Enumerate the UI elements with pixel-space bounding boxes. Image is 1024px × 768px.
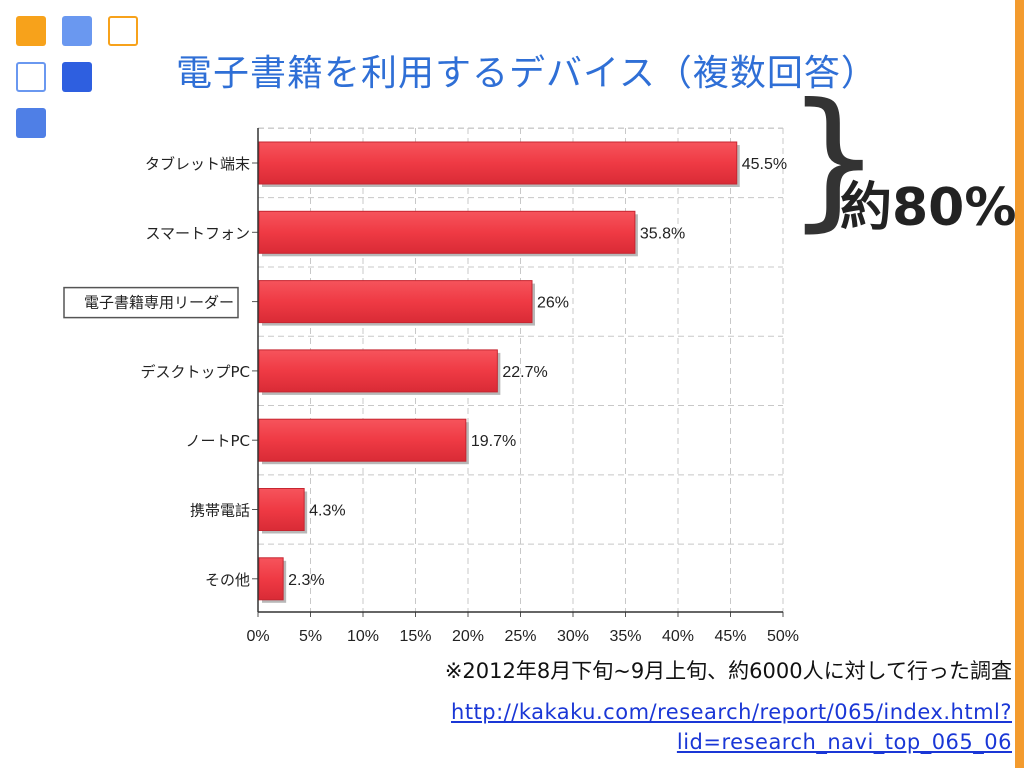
data-label: 4.3%	[309, 503, 345, 520]
logo-square-orange	[16, 16, 46, 46]
category-label: スマートフォン	[145, 224, 250, 242]
bar	[258, 488, 305, 531]
brace-icon: }	[786, 72, 882, 246]
data-label: 26%	[537, 295, 569, 312]
data-label: 45.5%	[742, 156, 787, 173]
data-label: 35.8%	[640, 225, 685, 242]
x-tick-label: 45%	[714, 628, 746, 645]
x-tick-label: 15%	[399, 628, 431, 645]
data-label: 22.7%	[502, 364, 547, 381]
chart-bars	[258, 141, 740, 603]
logo-square-outline-blue	[16, 62, 46, 92]
chart-labels: 0% 5% 10% 15% 20% 25% 30% 35% 40% 45% 50% 45.5% タブレッ…	[63, 155, 799, 645]
category-label: ノートPC	[185, 432, 250, 450]
slide-title: 電子書籍を利用するデバイス（複数回答）	[176, 53, 878, 94]
bar	[258, 557, 284, 601]
logo-square-blue	[62, 16, 92, 46]
survey-footnote: ※2012年8月下旬~9月上旬、約6000人に対して行った調査	[444, 659, 1012, 683]
x-tick-label: 40%	[662, 628, 694, 645]
x-tick-label: 5%	[299, 628, 322, 645]
source-link-line1[interactable]: http://kakaku.com/research/report/065/in…	[451, 700, 1012, 724]
category-label: 電子書籍専用リーダー	[84, 294, 234, 312]
bar	[258, 280, 533, 324]
logo-square-blue-lower	[16, 108, 46, 138]
bar	[258, 210, 636, 254]
accent-stripe	[1015, 0, 1024, 768]
data-label: 2.3%	[288, 572, 324, 589]
x-tick-label: 30%	[557, 628, 589, 645]
category-label: 携帯電話	[190, 502, 250, 520]
x-tick-label: 35%	[609, 628, 641, 645]
chart-axes	[252, 128, 784, 617]
category-label: デスクトップPC	[140, 363, 250, 381]
annotation-label: 約80%	[840, 178, 1017, 238]
logo-square-dark-blue	[62, 62, 92, 92]
data-label: 19.7%	[471, 433, 516, 450]
x-tick-label: 10%	[347, 628, 379, 645]
bar	[258, 349, 498, 393]
logo-square-outline-orange	[108, 16, 138, 46]
source-link-line2[interactable]: lid=research_navi_top_065_06	[676, 730, 1012, 754]
category-highlight-box	[63, 286, 239, 319]
category-label: タブレット端末	[145, 155, 250, 173]
x-tick-label: 0%	[246, 628, 269, 645]
x-tick-label: 50%	[767, 628, 799, 645]
x-tick-label: 20%	[452, 628, 484, 645]
category-label: その他	[205, 571, 250, 589]
bar	[258, 418, 467, 462]
x-tick-label: 25%	[504, 628, 536, 645]
bar	[258, 141, 738, 185]
source-link[interactable]: http://kakaku.com/research/report/065/in…	[312, 697, 1012, 757]
